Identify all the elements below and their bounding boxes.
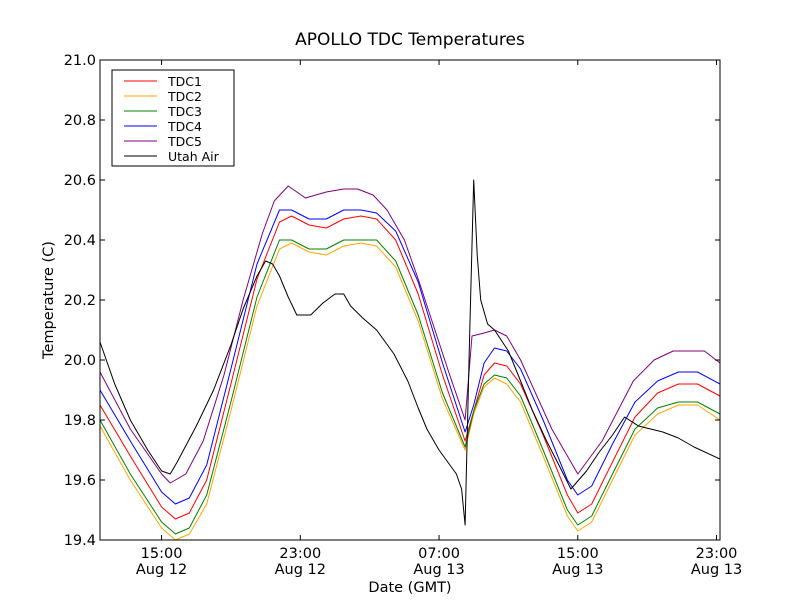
legend-label: TDC3 — [167, 104, 202, 119]
y-tick-label: 20.0 — [64, 353, 96, 369]
x-tick-label-date: Aug 12 — [275, 562, 326, 578]
y-tick-label: 20.6 — [64, 173, 96, 189]
y-tick-label: 20.8 — [64, 113, 96, 129]
legend-label: Utah Air — [168, 149, 220, 164]
series-line-tdc3 — [100, 239, 720, 535]
legend-label: TDC2 — [167, 89, 202, 104]
series-line-tdc1 — [100, 215, 720, 520]
x-axis-label: Date (GMT) — [368, 580, 451, 596]
series-layer — [100, 179, 720, 540]
y-tick-label: 21.0 — [64, 53, 96, 69]
y-tick-label: 20.4 — [64, 233, 96, 249]
series-line-utah-air — [100, 179, 720, 526]
y-tick-label: 20.2 — [64, 293, 96, 309]
series-line-tdc4 — [100, 209, 720, 505]
series-line-tdc2 — [100, 242, 720, 540]
x-tick-label-date: Aug 13 — [552, 562, 603, 578]
legend-label: TDC4 — [167, 119, 202, 134]
series-line-tdc5 — [100, 185, 720, 484]
legend-label: TDC5 — [167, 134, 202, 149]
x-tick-label-time: 23:00 — [279, 546, 321, 562]
chart-title: APOLLO TDC Temperatures — [295, 30, 525, 50]
x-tick-label-date: Aug 12 — [136, 562, 187, 578]
y-axis-label: Temperature (C) — [41, 241, 57, 360]
x-tick-label-time: 23:00 — [696, 546, 738, 562]
y-tick-label: 19.6 — [64, 473, 96, 489]
y-tick-label: 19.8 — [64, 413, 96, 429]
x-tick-label-time: 15:00 — [141, 546, 183, 562]
plot-area — [100, 179, 720, 540]
x-tick-label-time: 15:00 — [557, 546, 599, 562]
y-axis: 19.4 19.6 19.8 20.0 20.2 20.4 20.6 20.8 21.0 — [64, 53, 720, 549]
x-tick-label-time: 07:00 — [418, 546, 460, 562]
x-tick-label-date: Aug 13 — [413, 562, 464, 578]
y-tick-label: 19.4 — [64, 533, 96, 549]
legend-box — [111, 69, 235, 167]
x-tick-label-date: Aug 13 — [691, 562, 742, 578]
legend-label: TDC1 — [167, 74, 202, 89]
